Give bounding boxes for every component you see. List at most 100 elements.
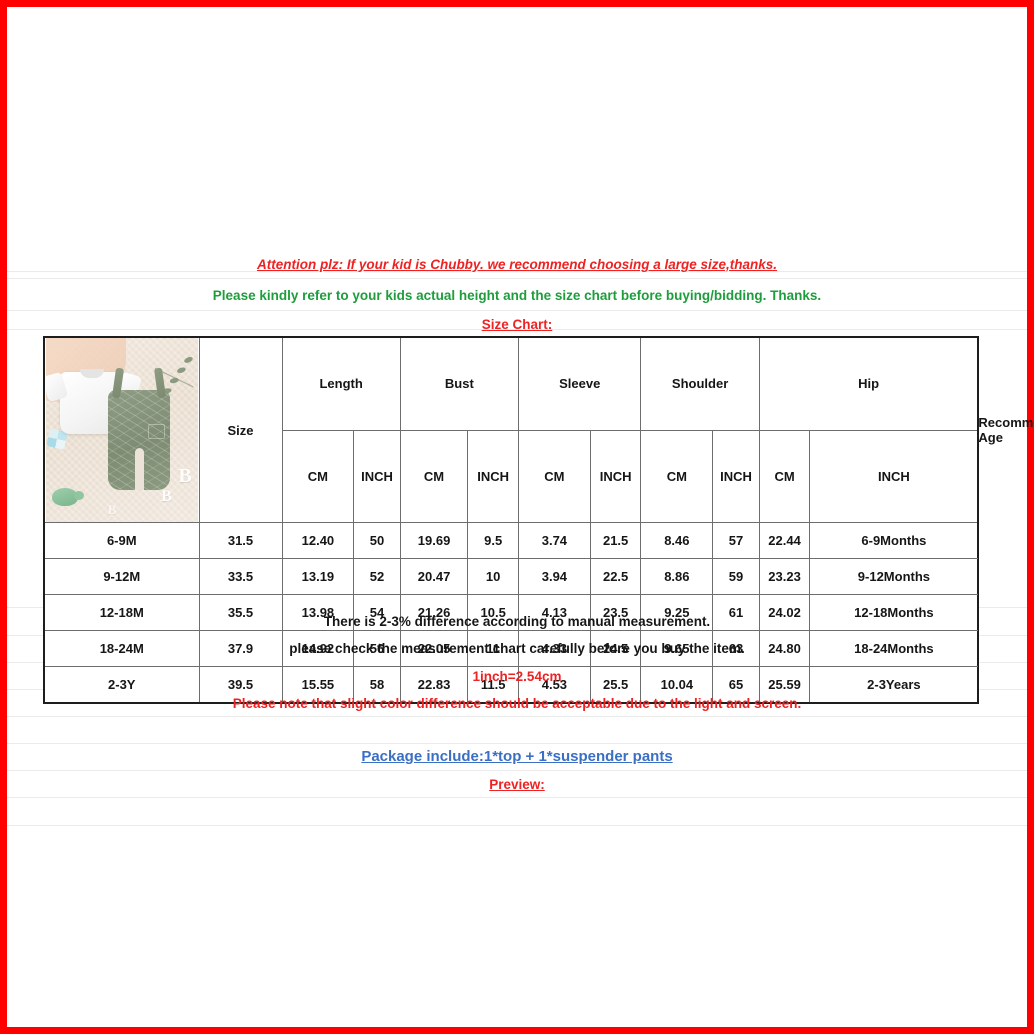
size-chart-label: Size Chart: xyxy=(481,317,553,332)
cell-bust-inch: 20.47 xyxy=(399,558,469,595)
cell-hip-cm: 65 xyxy=(712,666,760,704)
cell-bust-inch: 22.83 xyxy=(399,666,469,704)
package-include-text: Package include:1*top + 1*suspender pant… xyxy=(361,748,673,765)
cell-age: 18-24Months xyxy=(809,630,979,667)
cell-sleeve-cm: 10 xyxy=(467,558,519,595)
separator-rule xyxy=(7,743,1027,744)
pants-pocket xyxy=(147,424,165,439)
turtle-toy xyxy=(51,488,84,506)
header-sleeve-inch: INCH xyxy=(589,429,642,524)
header-bust: Bust xyxy=(399,336,520,431)
cell-length-cm: 33.5 xyxy=(198,558,283,595)
size-chart-table-wrapper: B B B Size Length Bust Sleeve Shoulder H… xyxy=(43,336,1034,704)
header-sleeve-cm: CM xyxy=(518,429,591,524)
cell-length-cm: 35.5 xyxy=(198,594,283,631)
table-row: 9-12M 33.5 13.19 52 20.47 10 3.94 22.5 8… xyxy=(43,558,979,595)
header-hip: Hip xyxy=(758,336,979,431)
cell-sleeve-cm: 10.5 xyxy=(467,594,519,631)
cell-bust-cm: 58 xyxy=(353,666,401,704)
cell-size: 2-3Y xyxy=(43,666,200,704)
header-length-inch: INCH xyxy=(353,429,401,524)
header-length: Length xyxy=(281,336,401,431)
header-bust-inch: INCH xyxy=(467,429,519,524)
cell-sleeve-inch: 4.33 xyxy=(518,630,591,667)
product-photo-header-cell: B B B xyxy=(43,336,200,523)
cell-shoulder-inch: 10.04 xyxy=(640,666,714,704)
table-row: 12-18M 35.5 13.98 54 21.26 10.5 4.13 23.… xyxy=(43,594,979,631)
cell-shoulder-cm: 21.5 xyxy=(589,522,642,559)
cell-age: 12-18Months xyxy=(809,594,979,631)
header-shoulder-cm: CM xyxy=(640,429,714,524)
cell-bust-inch: 22.05 xyxy=(399,630,469,667)
cell-sleeve-inch: 4.53 xyxy=(518,666,591,704)
cell-shoulder-inch: 8.86 xyxy=(640,558,714,595)
header-shoulder: Shoulder xyxy=(640,336,760,431)
cell-age: 6-9Months xyxy=(809,522,979,559)
content-stack: Attention plz: If your kid is Chubby. we… xyxy=(7,7,1034,1027)
attention-notice: Attention plz: If your kid is Chubby. we… xyxy=(256,257,778,272)
cell-shoulder-inch: 8.46 xyxy=(640,522,714,559)
pants-leg-gap xyxy=(134,448,144,490)
size-chart-body: 6-9M 31.5 12.40 50 19.69 9.5 3.74 21.5 8… xyxy=(43,522,979,704)
header-shoulder-inch: INCH xyxy=(712,429,760,524)
preview-label: Preview: xyxy=(489,777,545,792)
cell-hip-inch: 25.59 xyxy=(758,666,811,704)
header-hip-cm: CM xyxy=(758,429,811,524)
cell-length-cm: 37.9 xyxy=(198,630,283,667)
cell-size: 18-24M xyxy=(43,630,200,667)
cell-shoulder-inch: 9.65 xyxy=(640,630,714,667)
cell-length-cm: 31.5 xyxy=(198,522,283,559)
cell-bust-inch: 19.69 xyxy=(399,522,469,559)
table-row: 6-9M 31.5 12.40 50 19.69 9.5 3.74 21.5 8… xyxy=(43,522,979,559)
cell-bust-cm: 52 xyxy=(353,558,401,595)
separator-rule xyxy=(7,310,1027,311)
separator-rule xyxy=(7,329,1027,330)
table-row: 18-24M 37.9 14.92 56 22.05 11 4.33 24.5 … xyxy=(43,630,979,667)
color-difference-notice: Please note that slight color difference… xyxy=(232,696,802,711)
letter-block-b1: B xyxy=(178,465,192,487)
letter-block-b2: B xyxy=(161,488,172,505)
table-unit-header-row: CM INCH CM INCH CM INCH CM INCH CM INCH xyxy=(44,429,979,524)
cell-bust-cm: 54 xyxy=(353,594,401,631)
table-row: 2-3Y 39.5 15.55 58 22.83 11.5 4.53 25.5 … xyxy=(43,666,979,704)
cell-hip-inch: 22.44 xyxy=(758,522,811,559)
cell-sleeve-inch: 3.74 xyxy=(518,522,591,559)
size-chart-table: B B B Size Length Bust Sleeve Shoulder H… xyxy=(43,336,1034,704)
cell-hip-cm: 59 xyxy=(712,558,760,595)
header-hip-inch: INCH xyxy=(809,429,979,524)
header-length-cm: CM xyxy=(281,429,355,524)
cell-bust-cm: 50 xyxy=(353,522,401,559)
manual-measurement-notice: There is 2-3% difference according to ma… xyxy=(323,614,711,629)
cell-hip-cm: 63 xyxy=(712,630,760,667)
separator-rule xyxy=(7,716,1027,717)
header-bust-cm: CM xyxy=(399,429,469,524)
separator-rule xyxy=(7,770,1027,771)
cell-shoulder-cm: 22.5 xyxy=(589,558,642,595)
cell-age: 9-12Months xyxy=(809,558,979,595)
separator-rule xyxy=(7,271,1027,272)
separator-rule xyxy=(7,825,1027,826)
cell-bust-cm: 56 xyxy=(353,630,401,667)
cell-size: 6-9M xyxy=(43,522,200,559)
inch-conversion-notice: 1inch=2.54cm xyxy=(472,669,562,684)
cell-length-inch: 15.55 xyxy=(281,666,355,704)
cell-hip-cm: 57 xyxy=(712,522,760,559)
cell-shoulder-cm: 24.5 xyxy=(589,630,642,667)
cell-hip-inch: 23.23 xyxy=(758,558,811,595)
cell-length-cm: 39.5 xyxy=(198,666,283,704)
table-group-header-row: B B B Size Length Bust Sleeve Shoulder H… xyxy=(43,336,1034,523)
header-sleeve: Sleeve xyxy=(517,336,642,431)
product-photo: B B B xyxy=(45,338,198,522)
letter-block-b3: B xyxy=(107,502,117,517)
header-size: Size xyxy=(198,336,283,523)
cell-size: 9-12M xyxy=(43,558,200,595)
separator-rule xyxy=(7,797,1027,798)
cell-hip-inch: 24.80 xyxy=(758,630,811,667)
cell-sleeve-inch: 4.13 xyxy=(518,594,591,631)
cell-sleeve-cm: 9.5 xyxy=(467,522,519,559)
cell-size: 12-18M xyxy=(43,594,200,631)
cell-sleeve-inch: 3.94 xyxy=(518,558,591,595)
separator-rule xyxy=(7,278,1027,279)
cell-length-inch: 12.40 xyxy=(281,522,355,559)
